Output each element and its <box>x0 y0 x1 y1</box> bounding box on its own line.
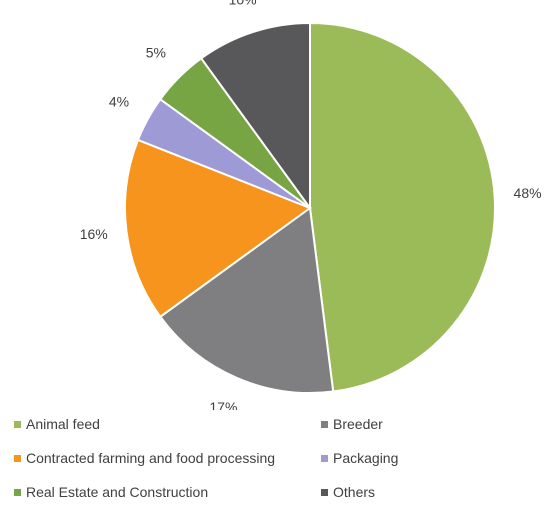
legend-item: Breeder <box>321 416 383 432</box>
legend-item: Others <box>321 484 375 500</box>
legend-swatch <box>14 420 21 428</box>
legend-item: Real Estate and Construction <box>14 484 208 500</box>
pie-slice-contracted-farming-and-food-processing <box>124 138 313 319</box>
data-label: 16% <box>80 226 108 242</box>
legend-label: Others <box>333 484 376 500</box>
legend-item: Animal feed <box>14 416 100 432</box>
pie-slice-others <box>199 21 311 212</box>
pie-chart: 48% 17% 16% 4% 5% 10% <box>80 0 542 410</box>
legend-item: Packaging <box>321 450 398 466</box>
legend-swatch <box>321 454 328 462</box>
pie-slice-animal-feed <box>309 21 496 393</box>
legend-swatch <box>14 488 21 496</box>
legend-swatch <box>14 454 21 462</box>
legend-label: Packaging <box>333 450 399 466</box>
legend-label: Animal feed <box>26 416 100 432</box>
data-label: 10% <box>229 0 257 7</box>
legend-label: Contracted farming and food processing <box>26 450 276 466</box>
data-label: 17% <box>209 399 237 410</box>
data-label: 48% <box>514 185 542 201</box>
legend-label: Real Estate and Construction <box>26 484 209 500</box>
legend-swatch <box>321 420 328 428</box>
data-label: 5% <box>146 45 166 61</box>
pie-slice-breeder <box>158 206 335 394</box>
legend-swatch <box>321 488 328 496</box>
legend-label: Breeder <box>333 416 383 432</box>
legend-item: Contracted farming and food processing <box>14 450 275 466</box>
data-label: 4% <box>109 94 129 110</box>
